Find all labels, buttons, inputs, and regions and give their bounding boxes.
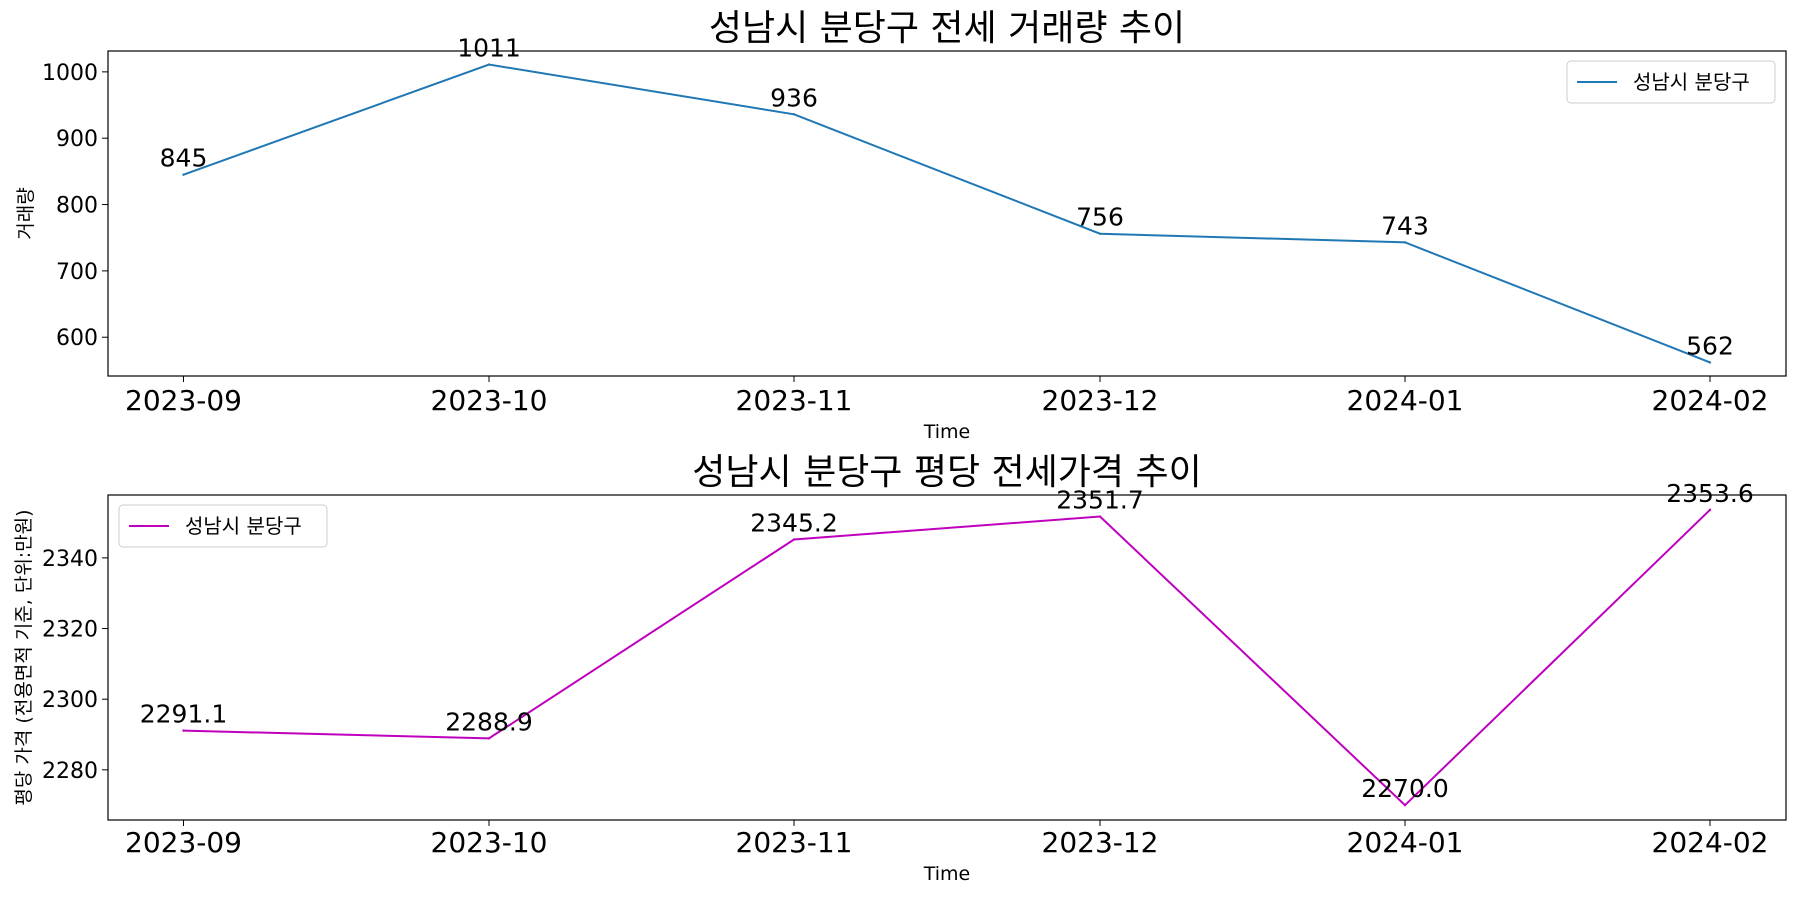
- chart-panel-2: 성남시 분당구 평당 전세가격 추이 2023-09 2023-10 2023-11 2…: [13, 452, 1787, 885]
- x-axis-label: Time: [923, 421, 971, 443]
- data-point: [1403, 241, 1407, 244]
- data-point: [792, 113, 796, 116]
- data-label: 2351.7: [1056, 486, 1143, 515]
- x-axis-label: Time: [923, 863, 971, 885]
- data-point: [1708, 508, 1712, 512]
- chart-panel-1: 성남시 분당구 전세 거래량 추이 2023-09 2023-10 2023-11 20…: [15, 8, 1787, 443]
- y-tick-label: 1000: [42, 61, 98, 86]
- data-label: 2291.1: [140, 700, 227, 729]
- y-tick-label: 2340: [42, 547, 98, 572]
- x-tick-label: 2024-02: [1652, 826, 1769, 859]
- data-point: [1403, 803, 1407, 807]
- data-point: [1098, 515, 1102, 518]
- data-label: 845: [160, 144, 208, 173]
- plot-frame: [107, 50, 1787, 377]
- y-tick-label: 700: [56, 260, 98, 285]
- x-tick-label: 2023-10: [431, 384, 548, 417]
- plot-frame: [107, 494, 1787, 821]
- x-tick-label: 2023-10: [431, 826, 548, 859]
- x-tick-label: 2024-01: [1347, 384, 1464, 417]
- y-tick-label: 2300: [42, 688, 98, 713]
- data-point: [182, 173, 185, 176]
- y-axis-label: 거래량: [15, 187, 37, 239]
- y-axis-label: 평당 가격 (전용면적 기준, 단위:만원): [13, 509, 35, 805]
- x-tick-label: 2024-02: [1652, 384, 1769, 417]
- chart-title: 성남시 분당구 전세 거래량 추이: [709, 8, 1185, 49]
- y-tick-label: 800: [56, 194, 98, 219]
- data-label: 1011: [457, 34, 521, 63]
- x-tick-label: 2023-09: [125, 826, 242, 859]
- x-tick-label: 2023-12: [1042, 384, 1159, 417]
- data-label: 2345.2: [750, 509, 837, 538]
- data-label: 936: [770, 83, 818, 112]
- data-label: 2288.9: [445, 707, 532, 736]
- chart-title: 성남시 분당구 평당 전세가격 추이: [692, 452, 1201, 493]
- data-point: [1708, 361, 1712, 364]
- data-point: [182, 729, 185, 732]
- x-tick-label: 2023-09: [125, 384, 242, 417]
- series-line: [183, 63, 1711, 364]
- legend-box: [118, 504, 328, 548]
- x-tick-label: 2023-12: [1042, 826, 1159, 859]
- y-tick-label: 2280: [42, 759, 98, 784]
- x-tick-label: 2023-11: [736, 826, 853, 859]
- data-label: 2353.6: [1666, 479, 1753, 508]
- data-label: 2270.0: [1361, 774, 1448, 803]
- data-label: 743: [1381, 211, 1429, 240]
- data-point: [792, 538, 796, 541]
- data-point: [487, 737, 491, 740]
- data-label: 562: [1686, 331, 1734, 360]
- data-point: [487, 63, 491, 66]
- y-tick-label: 600: [56, 326, 98, 351]
- legend-box: [1566, 60, 1776, 104]
- series-line: [183, 509, 1711, 807]
- x-tick-label: 2023-11: [736, 384, 853, 417]
- data-label: 756: [1076, 203, 1124, 232]
- x-tick-label: 2024-01: [1347, 826, 1464, 859]
- data-point: [1098, 232, 1102, 235]
- legend-label: 성남시 분당구: [185, 514, 302, 538]
- y-tick-label: 2320: [42, 618, 98, 643]
- legend-label: 성남시 분당구: [1633, 70, 1750, 94]
- y-tick-label: 900: [56, 127, 98, 152]
